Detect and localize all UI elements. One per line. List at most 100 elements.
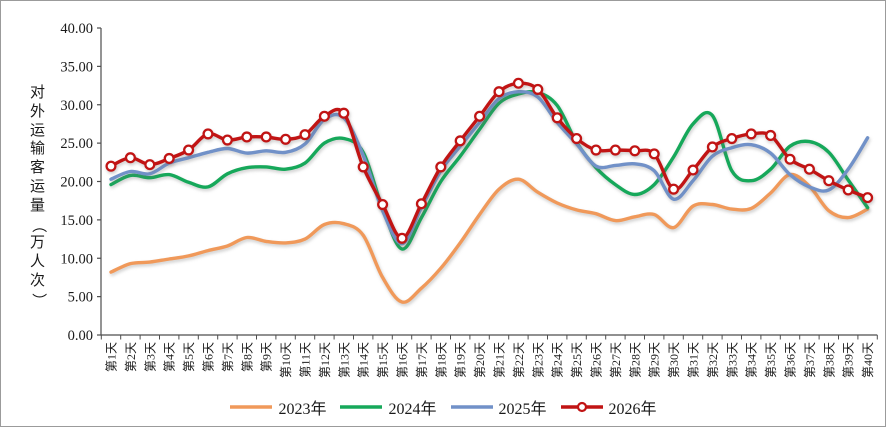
y-axis-title-char: 客: [30, 160, 46, 177]
x-tick-label: 第32天: [706, 342, 720, 378]
x-tick-label: 第34天: [745, 342, 759, 378]
x-tick-label: 第27天: [609, 342, 623, 378]
data-point-marker: [571, 132, 583, 145]
x-tick-label: 第3天: [143, 342, 157, 372]
legend-swatch: [560, 401, 603, 413]
x-tick-label: 第16天: [396, 342, 410, 378]
data-point-marker: [706, 141, 718, 153]
data-point-marker: [357, 161, 369, 173]
data-point-marker: [221, 134, 233, 146]
legend-item-2025: 2025年: [450, 395, 547, 419]
x-tick-label: 第2天: [124, 342, 138, 372]
data-point-marker: [280, 133, 292, 145]
data-point-marker: [823, 175, 835, 187]
series-line: [109, 89, 870, 246]
data-point-marker: [260, 131, 272, 143]
y-axis-title-char: （: [29, 217, 46, 233]
y-axis-title-char: 万: [30, 235, 46, 252]
data-point-marker: [377, 198, 389, 211]
x-tick-label: 第17天: [415, 342, 429, 378]
data-point-marker: [124, 152, 136, 164]
y-axis-title-char: 对: [30, 85, 46, 101]
series-line: [109, 172, 870, 304]
data-point-marker: [338, 107, 350, 119]
data-point-marker: [202, 128, 214, 140]
series-line: [109, 81, 870, 241]
data-point-marker: [105, 160, 117, 172]
legend-marker: [576, 401, 587, 413]
y-tick-label: 35.00: [60, 59, 93, 75]
legend-label: 2023年: [278, 401, 327, 418]
series-2026年: [105, 77, 874, 244]
x-tick-label: 第36天: [784, 342, 798, 378]
y-tick-label: 5.00: [68, 290, 93, 306]
data-point-marker: [862, 192, 874, 204]
y-axis-title-char: 运: [30, 122, 46, 139]
x-tick-label: 第31天: [687, 342, 701, 378]
y-axis-title-char: 量: [30, 197, 46, 214]
x-tick-label: 第4天: [163, 342, 177, 372]
data-point-marker: [493, 86, 505, 98]
series-2023年: [109, 172, 870, 304]
series-line: [109, 89, 870, 251]
x-tick-label: 第25天: [570, 342, 584, 378]
x-tick-label: 第35天: [764, 342, 778, 378]
legend-item-2023: 2023年: [229, 395, 326, 419]
x-tick-label: 第28天: [628, 342, 642, 378]
data-point-marker: [590, 144, 602, 156]
x-tick-label: 第33天: [725, 342, 739, 378]
y-tick-label: 40.00: [60, 21, 93, 37]
legend-item-2024: 2024年: [339, 395, 437, 419]
data-point-marker: [318, 110, 330, 122]
x-tick-label: 第5天: [182, 342, 196, 372]
x-tick-label: 第7天: [221, 342, 235, 372]
legend: 2023年 2024年 2025年 2026年: [1, 395, 885, 419]
y-axis-title-char: 运: [30, 178, 46, 195]
x-tick-label: 第14天: [357, 342, 371, 378]
data-point-marker: [609, 144, 621, 156]
data-point-marker: [299, 129, 311, 141]
y-axis-title-char: 人: [30, 254, 46, 271]
data-point-marker: [803, 163, 815, 175]
x-tick-label: 第10天: [279, 342, 293, 378]
x-tick-label: 第30天: [667, 342, 681, 378]
data-point-marker: [687, 164, 699, 176]
legend-label: 2026年: [608, 401, 657, 418]
data-point-marker: [241, 131, 253, 143]
y-tick-label: 30.00: [60, 98, 93, 114]
y-axis-title-char: 次: [30, 272, 46, 289]
y-tick-label: 25.00: [60, 136, 93, 152]
y-axis-title-char: ）: [29, 292, 46, 308]
data-point-marker: [454, 135, 466, 147]
data-point-marker: [144, 159, 156, 171]
x-tick-label: 第6天: [202, 342, 216, 372]
data-point-marker: [842, 184, 854, 196]
x-tick-label: 第38天: [822, 342, 836, 378]
y-axis-title-char: 输: [30, 141, 46, 158]
series-2025年: [109, 89, 870, 246]
legend-swatch: [450, 405, 493, 409]
legend-swatch: [340, 405, 383, 409]
x-tick-label: 第23天: [531, 342, 545, 378]
data-point-marker: [396, 232, 408, 244]
y-tick-label: 0.00: [68, 328, 93, 344]
data-point-marker: [532, 83, 544, 95]
x-tick-label: 第11天: [299, 342, 313, 378]
x-tick-label: 第18天: [434, 342, 448, 378]
x-tick-label: 第21天: [493, 342, 507, 378]
y-axis-title: 对外运输客运量（万人次）: [29, 84, 46, 310]
data-point-marker: [551, 112, 563, 124]
x-tick-label: 第37天: [803, 342, 817, 378]
x-tick-label: 第39天: [842, 342, 856, 378]
data-point-marker: [648, 148, 660, 160]
data-point-marker: [512, 77, 524, 89]
legend-swatch: [230, 405, 273, 409]
y-tick-label: 15.00: [60, 213, 93, 229]
data-point-marker: [784, 153, 796, 165]
data-point-marker: [435, 161, 447, 173]
y-axis-title-char: 外: [30, 103, 46, 120]
x-tick-label: 第8天: [240, 342, 254, 372]
data-point-marker: [415, 198, 427, 210]
